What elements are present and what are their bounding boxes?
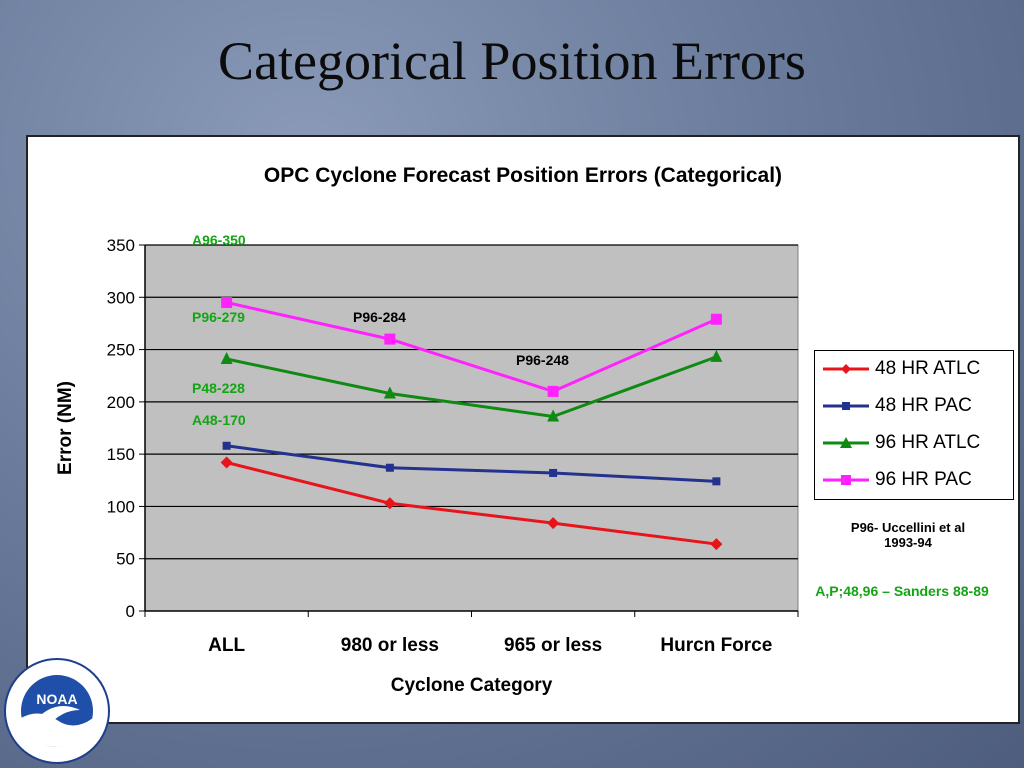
x-tick-label: Hurcn Force — [660, 635, 772, 656]
note-uccellini-line2: 1993-94 — [884, 535, 932, 550]
data-point — [222, 441, 231, 450]
note-sanders: A,P;48,96 – Sanders 88-89 — [815, 583, 989, 599]
noaa-logo-text: NOAA — [36, 691, 77, 707]
legend-item-96-hr-atlc: 96 HR ATLC — [815, 425, 1013, 461]
chart-annotation: A48-170 — [192, 412, 246, 428]
data-point — [710, 313, 722, 325]
data-point — [221, 297, 233, 309]
chart-legend: 48 HR ATLC 48 HR PAC 96 HR ATLC 96 HR PA… — [814, 350, 1014, 500]
y-tick-label: 300 — [107, 288, 135, 307]
legend-label: 48 HR ATLC — [875, 358, 981, 379]
y-tick-label: 0 — [126, 602, 135, 621]
data-point — [549, 468, 558, 477]
note-uccellini-line1: P96- Uccellini et al — [850, 520, 966, 535]
data-point — [383, 386, 396, 399]
data-point — [547, 517, 560, 530]
chart-title: OPC Cyclone Forecast Position Errors (Ca… — [264, 164, 782, 187]
data-point — [547, 409, 560, 422]
data-point — [547, 385, 559, 397]
note-uccellini: P96- Uccellini et al 1993-94 — [818, 520, 998, 550]
legend-label: 96 HR PAC — [875, 469, 972, 490]
x-tick-label: 980 or less — [341, 635, 439, 656]
x-tick-label: ALL — [208, 635, 245, 656]
legend-label: 96 HR ATLC — [875, 432, 981, 453]
legend-label: 48 HR PAC — [875, 395, 972, 416]
legend-item-96-hr-pac: 96 HR PAC — [815, 462, 1013, 498]
x-axis-label: Cyclone Category — [391, 675, 553, 696]
legend-item-48-hr-pac: 48 HR PAC — [815, 388, 1013, 424]
legend-marker-96-hr-pac — [823, 475, 869, 485]
line-chart: OPC Cyclone Forecast Position Errors (Ca… — [55, 164, 799, 696]
chart-annotation: P96-279 — [192, 309, 245, 325]
data-point — [220, 351, 233, 364]
y-tick-label: 250 — [107, 341, 135, 360]
y-tick-label: 100 — [107, 497, 135, 516]
series-line — [226, 301, 717, 394]
y-tick-label: 150 — [107, 445, 135, 464]
plot-area — [144, 244, 799, 612]
series-line — [226, 355, 717, 419]
chart-annotation: P96-248 — [516, 352, 569, 368]
y-tick-label: 50 — [116, 550, 135, 569]
data-point — [384, 333, 396, 345]
chart-annotation: A96-350 — [192, 232, 246, 248]
data-point — [710, 349, 723, 362]
x-tick-label: 965 or less — [504, 635, 602, 656]
data-point — [220, 456, 233, 469]
chart-annotation: P96-284 — [353, 309, 406, 325]
chart-panel: OPC Cyclone Forecast Position Errors (Ca… — [26, 135, 1020, 724]
data-point — [383, 497, 396, 510]
y-axis-label: Error (NM) — [55, 381, 76, 475]
chart-annotation: P48-228 — [192, 380, 245, 396]
data-point — [385, 463, 394, 472]
series-line — [226, 461, 717, 546]
y-tick-label: 200 — [107, 393, 135, 412]
slide-title: Categorical Position Errors — [218, 31, 806, 91]
data-point — [712, 477, 721, 486]
y-tick-label: 350 — [107, 236, 135, 255]
legend-marker-96-hr-atlc — [823, 437, 869, 448]
series-line — [226, 444, 717, 483]
legend-marker-48-hr-atlc — [823, 364, 869, 374]
legend-item-48-hr-atlc: 48 HR ATLC — [815, 351, 1013, 387]
data-point — [710, 538, 723, 551]
legend-marker-48-hr-pac — [823, 402, 869, 410]
noaa-logo-icon: NOAA — [4, 658, 110, 764]
